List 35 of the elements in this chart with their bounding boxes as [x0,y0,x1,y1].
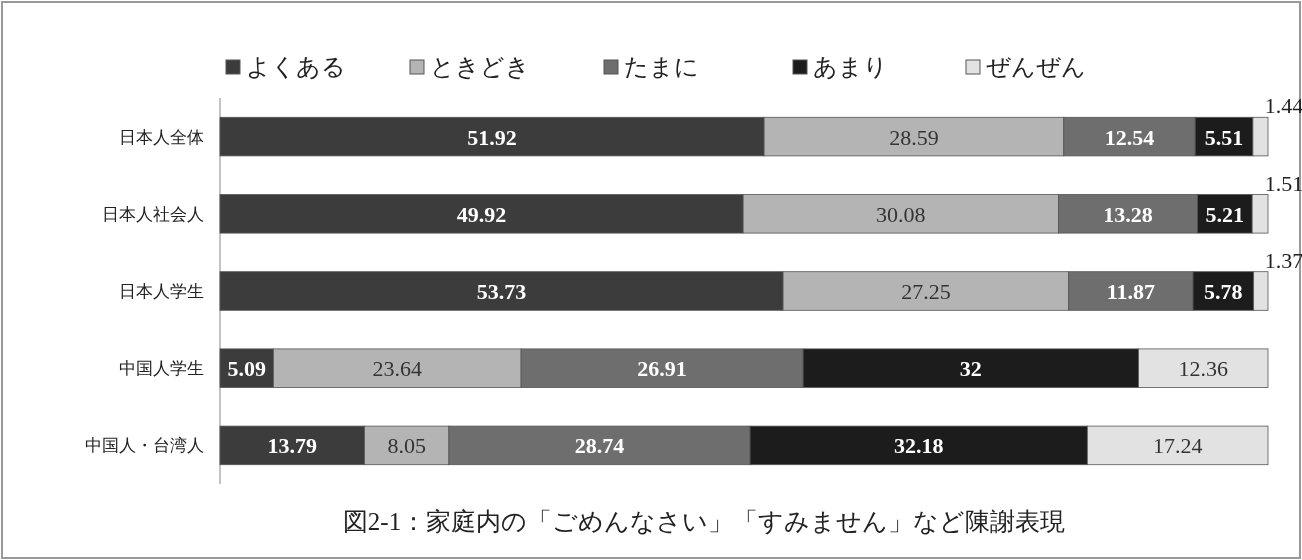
y-tick-label: 中国人学生 [119,359,204,379]
data-label: 30.08 [876,201,926,227]
data-label: 26.91 [637,356,687,382]
text: 図2-1：家庭内の「ごめんなさい」「すみません」など陳謝表現 [342,508,1066,535]
data-label: 17.24 [1152,433,1203,459]
data-label: 8.05 [387,433,426,459]
data-label: 5.09 [227,356,266,382]
data-label: 28.59 [889,124,939,150]
data-label: 12.54 [1104,124,1155,150]
data-label: 51.92 [467,124,517,150]
data-label: 32.18 [893,433,944,459]
data-label: 5.51 [1204,124,1244,150]
legend-label: あまり [813,54,888,80]
legend-label: たまに [624,54,699,80]
data-label: 32 [959,356,982,382]
data-label: 12.36 [1178,356,1228,382]
data-label: 1.51 [1264,170,1302,196]
legend-label: ぜんぜん [986,54,1086,80]
y-tick-label: 日本人全体 [119,127,204,147]
legend-label: よくある [246,54,346,80]
data-label: 5.78 [1204,279,1243,304]
data-label: 49.92 [456,201,507,227]
data-label: 28.74 [574,433,625,459]
data-label: 13.28 [1103,201,1153,227]
data-label: 13.79 [267,433,318,459]
data-label: 27.25 [901,279,951,304]
data-label: 5.21 [1205,201,1245,227]
y-tick-label: 中国人・台湾人 [85,436,204,456]
y-tick-label: 日本人社会人 [102,204,204,224]
legend-label: ときどき [430,54,530,80]
y-tick-label: 日本人学生 [119,282,204,301]
data-label: 11.87 [1106,279,1156,304]
data-label: 23.64 [372,356,422,382]
data-label: 53.73 [476,279,527,304]
data-label: 1.37 [1264,247,1302,273]
